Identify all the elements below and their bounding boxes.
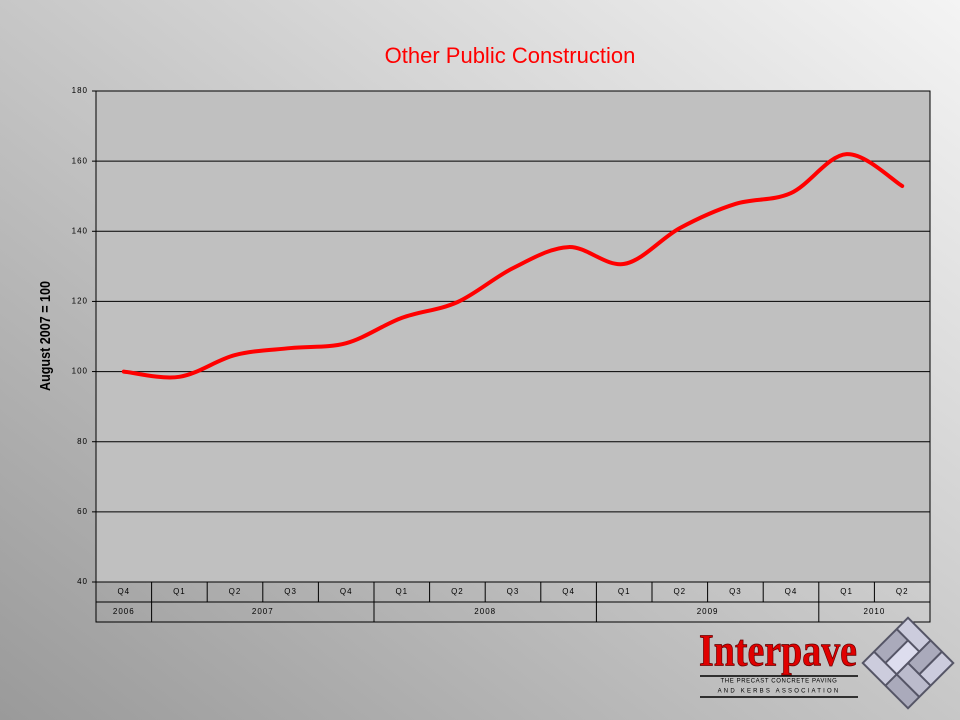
logo-tile (886, 675, 918, 707)
x-tick-label: Q1 (840, 587, 853, 596)
x-tick-label: Q2 (896, 587, 909, 596)
logo-tile (864, 653, 896, 685)
y-tick-label: 40 (77, 577, 88, 586)
x-tick-label: Q2 (229, 587, 242, 596)
year-label: 2007 (252, 607, 274, 616)
x-tick-label: Q3 (729, 587, 742, 596)
x-tick-label: Q4 (785, 587, 798, 596)
y-tick-label: 140 (72, 226, 88, 235)
logo-tile (886, 641, 918, 673)
x-tick-label: Q4 (340, 587, 353, 596)
logo-tile (909, 641, 941, 673)
plot-area (95, 90, 931, 583)
x-tick-label: Q4 (117, 587, 130, 596)
y-tick-label: 100 (72, 367, 88, 376)
x-tick-label: Q1 (173, 587, 186, 596)
logo-line1: THE PRECAST CONCRETE PAVING (721, 679, 838, 685)
y-tick-label: 60 (77, 507, 88, 516)
year-label: 2010 (864, 607, 886, 616)
logo-tile (898, 619, 930, 651)
logo-tile (875, 630, 907, 662)
x-tick-label: Q1 (395, 587, 408, 596)
chart-title: Other Public Construction (385, 43, 636, 68)
logo-line2: AND KERBS ASSOCIATION (718, 689, 841, 695)
year-label: 2008 (474, 607, 496, 616)
x-tick-label: Q3 (507, 587, 520, 596)
year-label: 2009 (697, 607, 719, 616)
logo-tile (920, 653, 952, 685)
logo-tile (898, 664, 930, 696)
y-axis-label: August 2007 = 100 (37, 281, 54, 391)
y-tick-label: 160 (72, 156, 88, 165)
y-tick-label: 80 (77, 437, 88, 446)
x-tick-label: Q2 (673, 587, 686, 596)
data-line (121, 152, 905, 380)
year-label: 2006 (113, 607, 135, 616)
x-tick-label: Q4 (562, 587, 575, 596)
x-tick-label: Q3 (284, 587, 297, 596)
logo-name: Interpave (699, 625, 857, 676)
x-tick-label: Q1 (618, 587, 631, 596)
y-tick-label: 120 (72, 297, 88, 306)
x-tick-label: Q2 (451, 587, 464, 596)
y-tick-label: 180 (72, 86, 88, 95)
